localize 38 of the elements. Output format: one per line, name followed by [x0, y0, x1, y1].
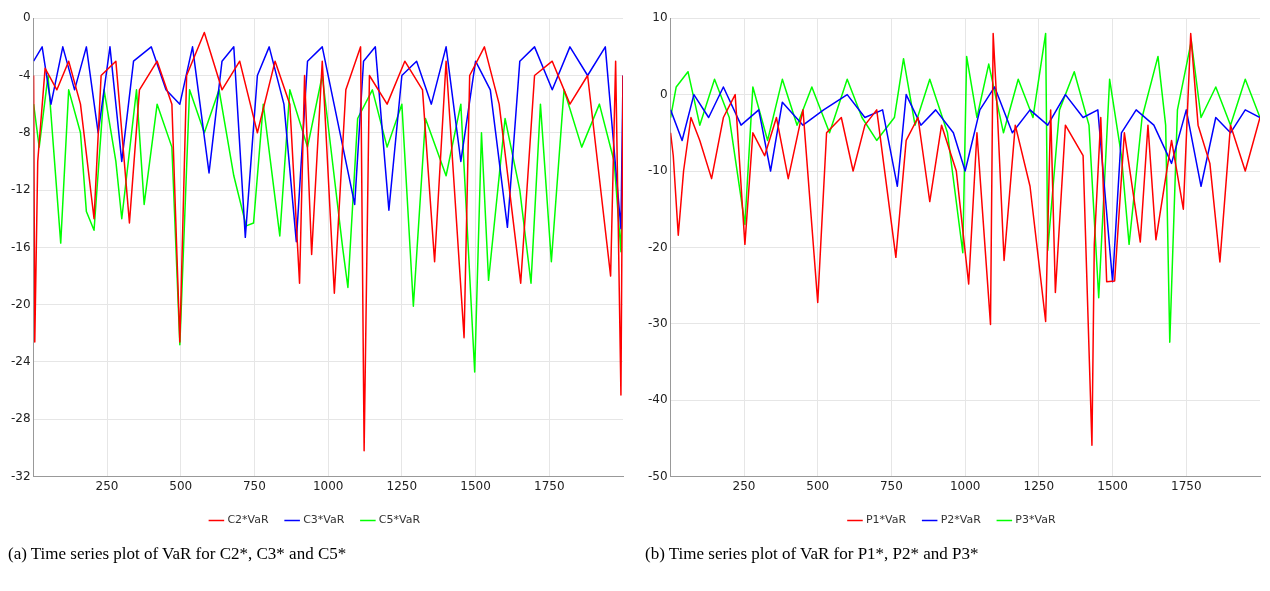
x-tick-label: 750 — [242, 478, 266, 493]
legend-label: P3*VaR — [1015, 513, 1056, 527]
text: (b) Time series plot of VaR for P1*, P2* and P3* — [645, 544, 980, 564]
x-tick-label: 250 — [732, 478, 756, 493]
y-tick-label: -16 — [10, 239, 31, 254]
x-tick-label: 750 — [879, 478, 903, 493]
x-tick-label: 1250 — [386, 478, 418, 493]
legend-label: C3*VaR — [303, 513, 345, 527]
y-tick-label: -30 — [647, 315, 668, 330]
x-tick-label: 250 — [95, 478, 119, 493]
y-tick-label: -40 — [647, 392, 668, 407]
y-tick-label: -4 — [18, 67, 31, 82]
legend-label: P1*VaR — [865, 513, 907, 527]
x-tick-label: 1750 — [534, 478, 565, 493]
x-tick-label: 1500 — [1097, 478, 1128, 493]
x-tick-label: 1000 — [949, 478, 981, 493]
y-tick-label: -10 — [647, 163, 668, 178]
y-tick-label: -32 — [10, 468, 31, 483]
x-tick-label: 1500 — [460, 478, 491, 493]
x-tick-label: 1250 — [1023, 478, 1055, 493]
y-tick-label: 0 — [659, 86, 668, 101]
y-tick-label: -24 — [10, 354, 31, 369]
y-tick-label: -12 — [10, 182, 31, 197]
x-tick-label: 1000 — [312, 478, 344, 493]
y-tick-label: -50 — [647, 468, 668, 483]
y-tick-label: -28 — [10, 411, 31, 426]
legend-label: C2*VaR — [227, 513, 269, 527]
x-tick-label: 500 — [806, 478, 830, 493]
y-tick-label: 10 — [652, 10, 668, 25]
text: (a) Time series plot of VaR for C2*, C3* and C5* — [8, 544, 348, 564]
legend-label: P2*VaR — [940, 513, 982, 527]
y-tick-label: -20 — [10, 296, 31, 311]
y-tick-label: -8 — [18, 124, 31, 139]
x-tick-label: 500 — [169, 478, 193, 493]
y-tick-label: -20 — [647, 239, 668, 254]
legend-label: C5*VaR — [378, 513, 421, 527]
x-tick-label: 1750 — [1171, 478, 1202, 493]
y-tick-label: 0 — [22, 10, 31, 25]
